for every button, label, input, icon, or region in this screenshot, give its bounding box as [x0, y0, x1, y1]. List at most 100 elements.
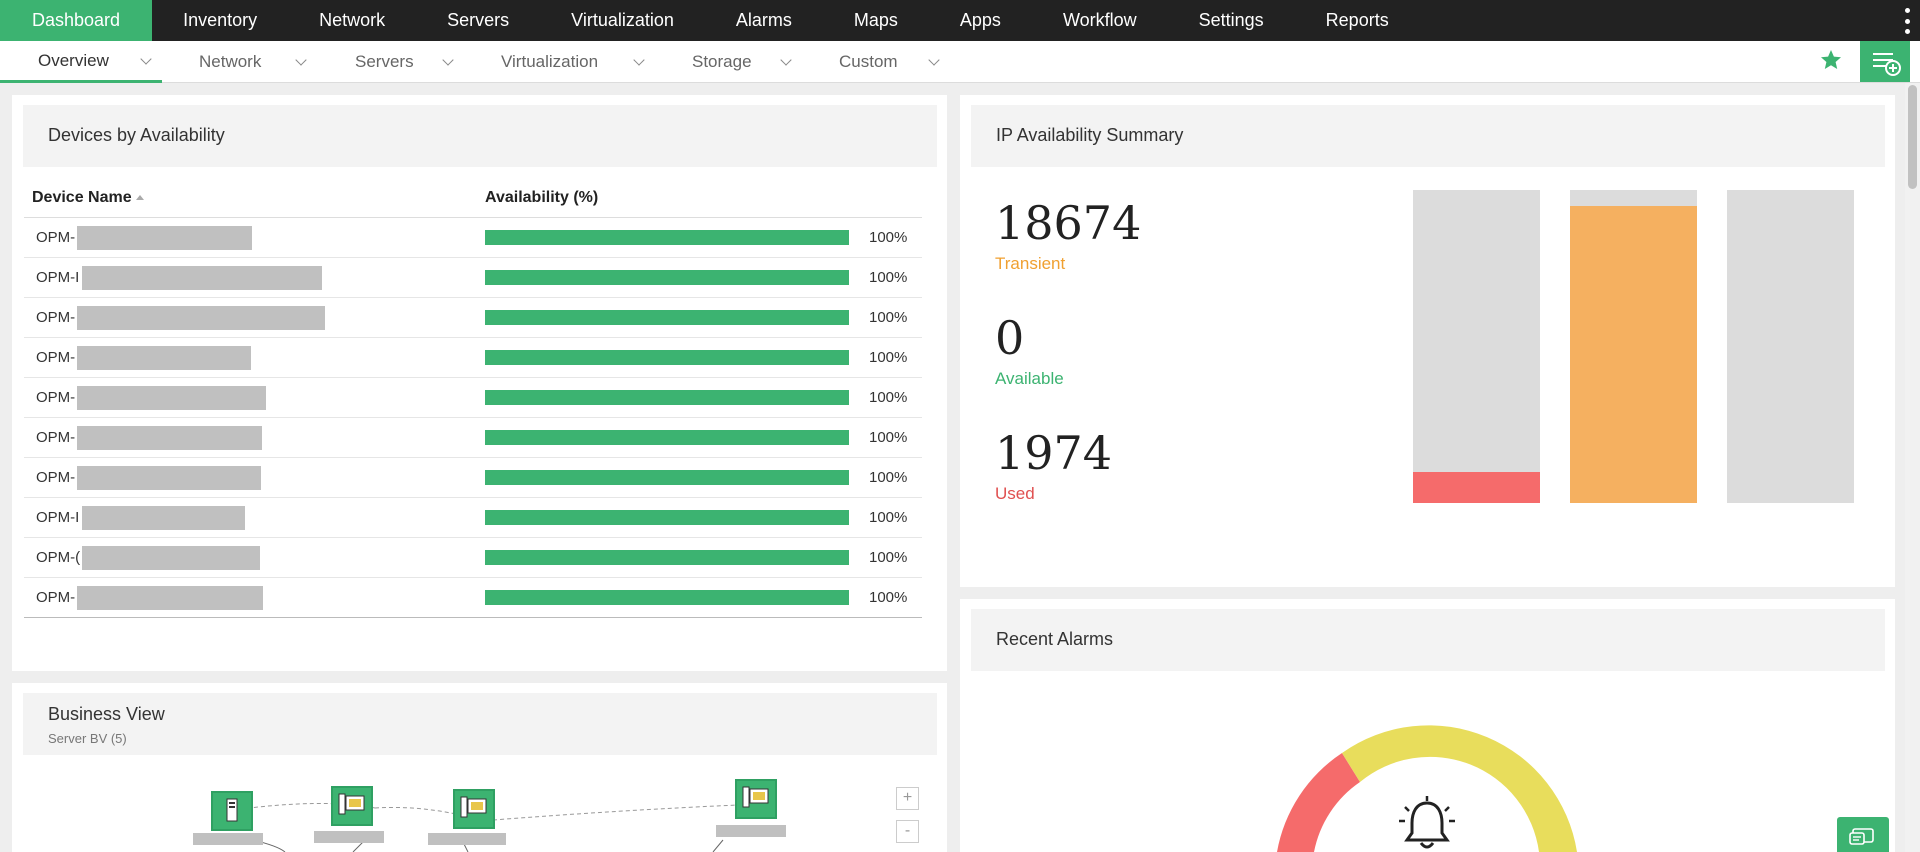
- device-name[interactable]: OPM-: [36, 389, 76, 406]
- table-row[interactable]: OPM-I 100%: [24, 498, 922, 538]
- nav-tab-servers[interactable]: Servers: [447, 10, 510, 30]
- redacted-text: [77, 426, 262, 450]
- table-row[interactable]: OPM- 100%: [24, 298, 922, 338]
- chevron-down-icon[interactable]: [140, 52, 152, 65]
- stat-value: 1974: [995, 426, 1113, 480]
- subtab-virtualization[interactable]: Virtualization: [501, 41, 651, 83]
- subtab-network[interactable]: Network: [199, 41, 309, 83]
- device-name[interactable]: OPM-: [36, 469, 76, 486]
- availability-bar: [485, 390, 849, 405]
- devices-by-availability-panel: [12, 95, 947, 671]
- availability-bar: [485, 430, 849, 445]
- availability-bar: [485, 230, 849, 245]
- stat-label: Transient: [995, 254, 1066, 273]
- table-row[interactable]: OPM- 100%: [24, 578, 922, 618]
- availability-value: 100%: [869, 389, 908, 406]
- server-node-icon[interactable]: [453, 789, 495, 829]
- panel-subtitle: Server BV (5): [48, 731, 127, 746]
- node-label-redacted: [428, 833, 506, 845]
- add-widget-button[interactable]: [1860, 41, 1910, 82]
- subtab-label: Storage: [692, 52, 752, 71]
- device-name[interactable]: OPM-I: [36, 269, 80, 286]
- devices-panel-header: Devices by Availability: [23, 105, 937, 167]
- redacted-text: [77, 346, 251, 370]
- nav-tab-inventory[interactable]: Inventory: [183, 10, 258, 30]
- top-navigation: Dashboard Inventory Network Servers Virt…: [0, 0, 1920, 41]
- subtab-label: Virtualization: [501, 52, 599, 71]
- zoom-out-button[interactable]: -: [896, 820, 919, 843]
- device-name[interactable]: OPM-: [36, 589, 76, 606]
- nav-tab-virtualization[interactable]: Virtualization: [571, 10, 674, 30]
- table-row[interactable]: OPM- 100%: [24, 378, 922, 418]
- alarms-donut-chart[interactable]: [1272, 720, 1582, 852]
- availability-bar: [485, 550, 849, 565]
- availability-value: 100%: [869, 269, 908, 286]
- scrollbar-thumb[interactable]: [1908, 85, 1917, 189]
- device-name-column-header[interactable]: Device Name: [32, 189, 144, 207]
- ip-bar-available[interactable]: [1727, 190, 1854, 503]
- subtab-label: Overview: [38, 50, 109, 70]
- table-row[interactable]: OPM- 100%: [24, 218, 922, 258]
- table-row[interactable]: OPM- 100%: [24, 338, 922, 378]
- chat-button[interactable]: [1837, 817, 1889, 852]
- chevron-down-icon[interactable]: [928, 54, 940, 66]
- availability-value: 100%: [869, 429, 908, 446]
- availability-value: 100%: [869, 309, 908, 326]
- more-options-icon[interactable]: [1898, 8, 1916, 34]
- subtab-servers[interactable]: Servers: [355, 41, 455, 83]
- ip-bar-transient[interactable]: [1570, 190, 1697, 503]
- table-row[interactable]: OPM-( 100%: [24, 538, 922, 578]
- server-node-icon[interactable]: [331, 786, 373, 826]
- availability-column-header[interactable]: Availability (%): [485, 189, 599, 206]
- nav-tab-alarms[interactable]: Alarms: [735, 10, 792, 30]
- device-name[interactable]: OPM-: [36, 309, 76, 326]
- nav-tab-dashboard[interactable]: Dashboard: [0, 0, 153, 41]
- availability-bar: [485, 310, 849, 325]
- chevron-down-icon[interactable]: [442, 54, 454, 66]
- nav-tab-reports[interactable]: Reports: [1325, 10, 1389, 30]
- devices-table: Device Name Availability (%) OPM- 100% O…: [24, 178, 922, 618]
- device-name[interactable]: OPM-(: [36, 549, 81, 566]
- server-node-icon[interactable]: [211, 791, 253, 831]
- device-name[interactable]: OPM-I: [36, 509, 80, 526]
- subtab-overview[interactable]: Overview: [0, 41, 162, 83]
- stat-value: 0: [995, 311, 1025, 365]
- chevron-down-icon[interactable]: [780, 54, 792, 66]
- redacted-text: [82, 506, 245, 530]
- nav-tab-apps[interactable]: Apps: [959, 10, 1001, 30]
- subtab-storage[interactable]: Storage: [692, 41, 792, 83]
- server-node-icon[interactable]: [735, 779, 777, 819]
- nav-tab-maps[interactable]: Maps: [853, 10, 898, 30]
- availability-bar: [485, 350, 849, 365]
- favorite-star-icon[interactable]: [1819, 48, 1843, 72]
- bar-fill: [1570, 205, 1697, 503]
- subtab-label: Network: [199, 52, 262, 71]
- ip-bar-used[interactable]: [1413, 190, 1540, 503]
- redacted-text: [77, 306, 325, 330]
- chevron-down-icon[interactable]: [633, 54, 645, 66]
- stat-label: Available: [995, 369, 1064, 388]
- table-row[interactable]: OPM- 100%: [24, 418, 922, 458]
- page-scrollbar[interactable]: [1905, 83, 1920, 852]
- nav-tab-network[interactable]: Network: [319, 10, 386, 30]
- bar-fill: [1413, 471, 1540, 503]
- device-name[interactable]: OPM-: [36, 349, 76, 366]
- panel-title: Devices by Availability: [48, 125, 225, 145]
- available-stat: 0 Available: [995, 313, 1064, 389]
- device-name[interactable]: OPM-: [36, 429, 76, 446]
- nav-tab-settings[interactable]: Settings: [1198, 10, 1264, 30]
- table-row[interactable]: OPM- 100%: [24, 458, 922, 498]
- table-row[interactable]: OPM-I 100%: [24, 258, 922, 298]
- redacted-text: [77, 586, 263, 610]
- node-label-redacted: [716, 825, 786, 837]
- subtab-custom[interactable]: Custom: [839, 41, 940, 83]
- redacted-text: [82, 546, 260, 570]
- used-stat: 1974 Used: [995, 428, 1112, 504]
- nav-tab-workflow[interactable]: Workflow: [1062, 10, 1137, 30]
- redacted-text: [82, 266, 322, 290]
- sort-icon[interactable]: [135, 195, 144, 200]
- zoom-in-button[interactable]: +: [896, 787, 919, 810]
- subtab-label: Servers: [355, 52, 414, 71]
- device-name[interactable]: OPM-: [36, 229, 76, 246]
- chevron-down-icon[interactable]: [295, 54, 307, 66]
